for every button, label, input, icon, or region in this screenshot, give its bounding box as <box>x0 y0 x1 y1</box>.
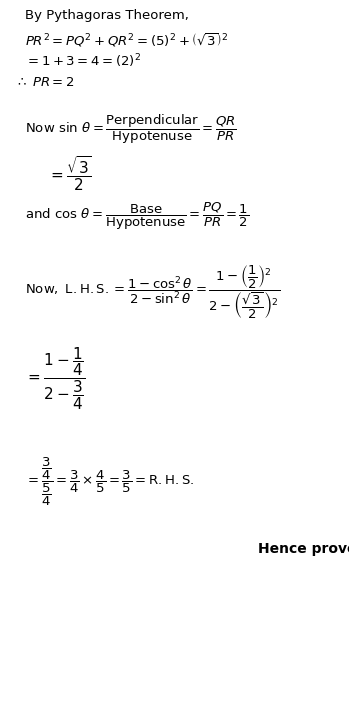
Text: $\mathrm{and\ cos\ }\theta = \dfrac{\mathrm{Base}}{\mathrm{Hypotenuse}} = \dfrac: $\mathrm{and\ cos\ }\theta = \dfrac{\mat… <box>25 201 250 232</box>
Text: By Pythagoras Theorem,: By Pythagoras Theorem, <box>25 9 189 23</box>
Text: $\therefore\; PR = 2$: $\therefore\; PR = 2$ <box>15 77 75 89</box>
Text: $= 1 + 3 = 4 = (2)^2$: $= 1 + 3 = 4 = (2)^2$ <box>25 52 141 70</box>
Text: $= \dfrac{1-\dfrac{1}{4}}{2-\dfrac{3}{4}}$: $= \dfrac{1-\dfrac{1}{4}}{2-\dfrac{3}{4}… <box>25 346 86 412</box>
Text: $= \dfrac{\dfrac{3}{4}}{\dfrac{5}{4}} = \dfrac{3}{4} \times \dfrac{4}{5} = \dfra: $= \dfrac{\dfrac{3}{4}}{\dfrac{5}{4}} = … <box>25 455 194 508</box>
Text: $= \dfrac{\sqrt{3}}{2}$: $= \dfrac{\sqrt{3}}{2}$ <box>48 155 92 194</box>
Text: $\mathrm{Now\ sin\ }\theta = \dfrac{\mathrm{Perpendicular}}{\mathrm{Hypotenuse}}: $\mathrm{Now\ sin\ }\theta = \dfrac{\mat… <box>25 113 237 146</box>
Text: $PR^2 = PQ^2 + QR^2 = (5)^2 + \left(\sqrt{3}\right)^2$: $PR^2 = PQ^2 + QR^2 = (5)^2 + \left(\sqr… <box>25 30 228 47</box>
Text: Hence proved.: Hence proved. <box>258 542 349 556</box>
Text: $\mathrm{Now,\ L.H.S.} = \dfrac{1-\cos^2\theta}{2-\sin^2\theta} = \dfrac{1-\left: $\mathrm{Now,\ L.H.S.} = \dfrac{1-\cos^2… <box>25 263 280 320</box>
